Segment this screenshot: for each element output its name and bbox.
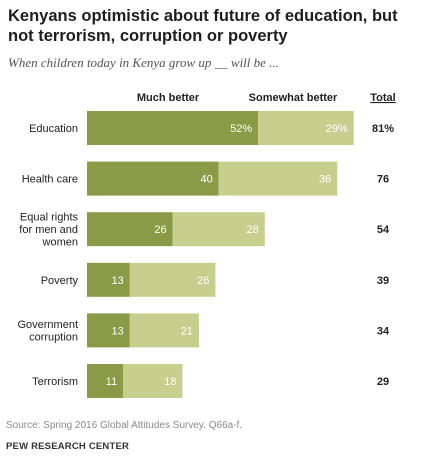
total-value: 54: [377, 224, 390, 236]
bar-much-better: [87, 313, 130, 348]
bar-somewhat-better: [258, 111, 354, 145]
total-value: 39: [377, 275, 389, 287]
category-label: Equal rights for men and women: [19, 212, 78, 249]
value-label-somewhat-better: 21: [181, 325, 193, 337]
value-label-much-better: 11: [106, 376, 117, 388]
value-label-somewhat-better: 29%: [326, 123, 348, 135]
stacked-bar-chart: Much better Somewhat better Total Educat…: [17, 92, 396, 398]
bar-much-better: [87, 364, 124, 398]
value-label-much-better: 26: [154, 224, 166, 236]
bar-much-better: [87, 262, 130, 297]
credit-line: PEW RESEARCH CENTER: [6, 441, 130, 452]
bar-somewhat-better: [129, 313, 199, 348]
source-note: Source: Spring 2016 Global Attitudes Sur…: [6, 420, 243, 431]
total-value: 29: [377, 376, 389, 388]
value-label-much-better: 13: [112, 275, 124, 287]
category-label: Education: [29, 123, 78, 135]
total-value: 76: [377, 174, 389, 186]
value-label-somewhat-better: 36: [319, 174, 331, 186]
bar-somewhat-better: [123, 364, 183, 398]
bar-somewhat-better: [129, 262, 216, 297]
bar-much-better: [87, 212, 173, 247]
category-label: Health care: [22, 174, 78, 186]
bar-much-better: [87, 111, 259, 145]
total-value: 34: [377, 325, 390, 337]
category-label: Government corruption: [17, 319, 78, 344]
category-label: Poverty: [41, 275, 79, 287]
value-label-much-better: 40: [200, 174, 212, 186]
legend-much-better: Much better: [137, 92, 200, 104]
total-value: 81%: [372, 123, 394, 135]
value-label-somewhat-better: 18: [164, 376, 176, 388]
legend-somewhat-better: Somewhat better: [249, 92, 338, 104]
bar-somewhat-better: [218, 161, 338, 196]
chart-subtitle: When children today in Kenya grow up __ …: [8, 55, 279, 70]
value-label-much-better: 52%: [230, 123, 252, 135]
category-label: Terrorism: [32, 376, 78, 388]
value-label-somewhat-better: 26: [197, 275, 209, 287]
legend-total: Total: [370, 92, 395, 104]
value-label-somewhat-better: 28: [247, 224, 259, 236]
value-label-much-better: 13: [112, 325, 124, 337]
bar-much-better: [87, 161, 219, 196]
bar-somewhat-better: [172, 212, 265, 247]
chart-title: Kenyans optimistic about future of educa…: [8, 7, 398, 45]
